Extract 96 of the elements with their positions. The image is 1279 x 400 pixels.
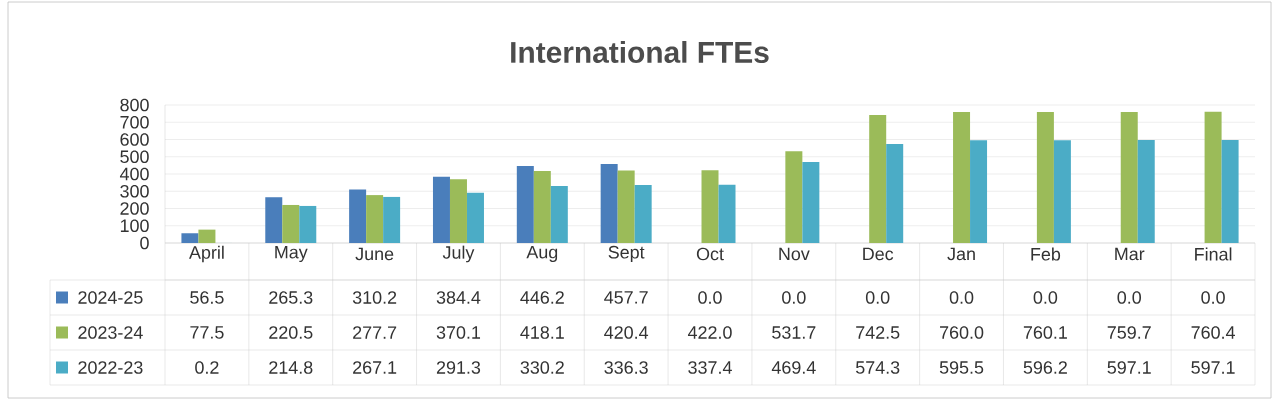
bar — [785, 151, 803, 243]
data-label: 742.5 — [856, 326, 900, 339]
y-tick-label: 400 — [119, 167, 149, 181]
bar — [718, 184, 736, 243]
bar — [383, 196, 401, 243]
data-label: 384.4 — [436, 291, 481, 304]
x-tick-label: Final — [1195, 247, 1232, 261]
data-label: 277.7 — [353, 326, 397, 339]
legend-label: 2023-24 — [78, 326, 143, 339]
data-label: 597.1 — [1107, 361, 1151, 374]
x-tick-label: Jan — [947, 247, 975, 261]
bar — [349, 189, 367, 243]
x-tick-label: June — [355, 247, 394, 261]
data-label: 0.0 — [1201, 291, 1225, 304]
legend-label: 2024-25 — [78, 291, 143, 304]
data-label: 596.2 — [1023, 361, 1067, 374]
data-label: 597.1 — [1191, 361, 1235, 374]
bar — [516, 166, 534, 243]
bar — [533, 170, 551, 243]
data-label: 56.5 — [190, 291, 224, 304]
x-tick-label: Nov — [779, 247, 810, 261]
data-label: 420.4 — [604, 326, 649, 339]
bar — [1053, 140, 1071, 243]
data-label: 469.4 — [771, 361, 816, 374]
data-label: 214.8 — [269, 361, 313, 374]
x-tick-label: Mar — [1115, 247, 1145, 261]
bar — [802, 162, 820, 243]
y-tick-label: 300 — [120, 184, 149, 198]
bar — [701, 170, 719, 243]
bar — [466, 192, 484, 243]
bar — [1204, 111, 1222, 243]
data-label: 0.0 — [782, 291, 806, 304]
y-tick-label: 100 — [120, 219, 149, 233]
data-label: 336.3 — [604, 361, 648, 374]
data-label: 265.3 — [269, 291, 313, 304]
data-label: 422.0 — [687, 326, 732, 339]
bar — [198, 229, 216, 243]
bar — [299, 205, 317, 243]
data-label: 370.1 — [436, 326, 481, 339]
x-tick-label: Feb — [1031, 247, 1061, 261]
data-label: 760.0 — [940, 326, 984, 339]
data-label: 291.3 — [436, 361, 481, 374]
bar — [634, 184, 652, 243]
bar — [970, 140, 988, 243]
data-label: 0.0 — [949, 291, 974, 304]
bar — [886, 143, 904, 243]
bar — [449, 179, 467, 243]
bar — [617, 170, 635, 243]
data-label: 0.0 — [865, 291, 890, 304]
data-label: 220.5 — [269, 326, 313, 339]
data-label: 0.0 — [1117, 291, 1142, 304]
bar — [366, 195, 384, 243]
bar — [550, 186, 568, 243]
x-tick-label: April — [189, 245, 224, 263]
bar — [432, 176, 450, 243]
legend-label: 2022-23 — [78, 361, 143, 374]
data-label: 595.5 — [939, 361, 984, 374]
data-label: 418.1 — [520, 326, 564, 339]
x-tick-label: Aug — [526, 245, 558, 263]
y-tick-label: 0 — [140, 236, 149, 250]
bar — [869, 114, 887, 243]
bar — [1137, 140, 1155, 243]
data-label: 0.0 — [1033, 291, 1058, 304]
chart-title: International FTEs — [511, 41, 769, 63]
bar — [282, 204, 300, 243]
data-label: 760.4 — [1191, 326, 1235, 339]
x-tick-label: Oct — [696, 247, 724, 261]
y-tick-label: 500 — [120, 150, 149, 164]
bar — [1120, 111, 1138, 243]
data-label: 574.3 — [855, 361, 900, 374]
data-label: 759.7 — [1107, 326, 1151, 339]
x-tick-label: May — [275, 245, 308, 263]
bar — [600, 164, 618, 243]
data-label: 0.2 — [195, 361, 219, 374]
x-tick-label: Dec — [863, 247, 894, 261]
bar — [953, 111, 971, 243]
data-label: 531.7 — [772, 326, 816, 339]
data-label: 77.5 — [190, 326, 224, 339]
y-tick-label: 600 — [120, 133, 149, 146]
data-label: 310.2 — [352, 291, 397, 304]
y-tick-label: 200 — [120, 202, 149, 215]
data-label: 267.1 — [353, 361, 397, 374]
data-label: 0.0 — [698, 291, 722, 304]
bar — [1221, 140, 1239, 243]
data-label: 337.4 — [688, 361, 732, 374]
x-tick-label: Sept — [608, 245, 645, 263]
data-label: 457.7 — [604, 291, 648, 304]
y-tick-label: 800 — [120, 98, 149, 112]
data-label: 446.2 — [520, 291, 564, 304]
x-tick-label: July — [442, 245, 475, 263]
bar — [1036, 111, 1054, 243]
data-label: 760.1 — [1023, 326, 1067, 339]
bar — [181, 233, 199, 243]
data-label: 330.2 — [520, 361, 564, 374]
bar — [265, 197, 283, 243]
y-tick-label: 700 — [120, 115, 149, 129]
